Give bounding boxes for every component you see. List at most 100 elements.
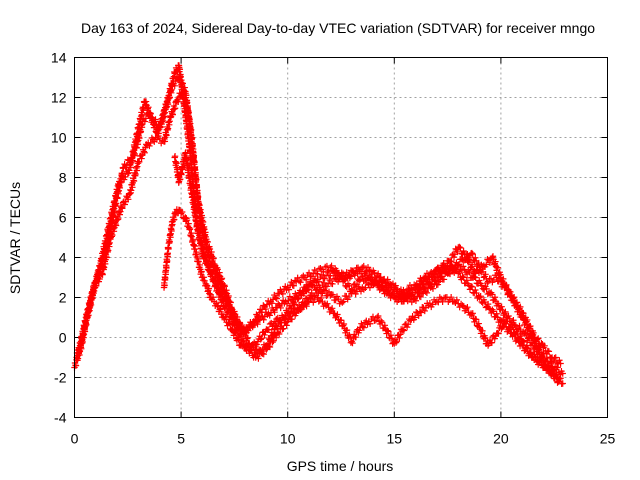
- data-point-interp: [269, 339, 276, 346]
- data-point-interp: [181, 84, 188, 91]
- data-point-interp: [469, 261, 476, 268]
- data-point-interp: [358, 273, 366, 281]
- data-point-interp: [403, 323, 411, 331]
- data-point-interp: [396, 334, 403, 342]
- data-point-interp: [221, 305, 228, 312]
- data-point-interp: [498, 303, 505, 310]
- data-point-interp: [244, 326, 252, 334]
- y-tick-label: 0: [59, 330, 67, 346]
- data-point-interp: [338, 317, 345, 324]
- data-point-interp: [121, 201, 129, 208]
- data-point-interp: [305, 286, 312, 293]
- data-point-interp: [136, 134, 143, 142]
- data-point-interp: [532, 353, 539, 360]
- data-point-interp: [392, 282, 399, 289]
- data-point-interp: [506, 324, 513, 332]
- data-point-interp: [265, 342, 273, 350]
- data-point-interp: [532, 343, 539, 350]
- plot-frame: [74, 57, 608, 418]
- data-point: [459, 302, 466, 309]
- data-point-interp: [152, 122, 159, 129]
- data-point-interp: [297, 306, 304, 314]
- data-point-interp: [525, 334, 533, 341]
- data-point: [497, 318, 505, 325]
- data-point-interp: [537, 357, 545, 364]
- data-point-interp: [400, 327, 408, 334]
- grid-lines: [74, 57, 608, 418]
- data-point: [493, 274, 500, 281]
- data-point-interp: [360, 324, 368, 331]
- data-point-interp: [434, 281, 442, 288]
- data-point-interp: [99, 271, 106, 278]
- data-point: [118, 204, 125, 211]
- data-point-interp: [464, 303, 471, 311]
- x-axis-label: GPS time / hours: [287, 458, 394, 474]
- data-point: [116, 178, 123, 185]
- data-point: [559, 370, 566, 377]
- data-point-interp: [260, 350, 267, 358]
- data-point: [433, 298, 441, 305]
- data-point-interp: [469, 310, 476, 317]
- y-tick-label: 8: [59, 170, 67, 186]
- data-point-interp: [501, 310, 508, 317]
- data-point-interp: [323, 283, 330, 290]
- data-point-interp: [178, 171, 185, 178]
- data-point-interp: [257, 347, 265, 354]
- data-point-interp: [200, 246, 208, 253]
- data-point-interp: [321, 275, 328, 282]
- data-point-interp: [191, 203, 198, 210]
- data-point-interp: [472, 286, 479, 294]
- data-point-interp: [206, 254, 214, 261]
- data-point-interp: [522, 319, 529, 327]
- data-point-interp: [339, 275, 346, 283]
- data-point-interp: [147, 110, 154, 117]
- data-point-interp: [280, 325, 287, 332]
- data-point-interp: [218, 296, 226, 303]
- data-point-interp: [178, 208, 186, 216]
- data-point-interp: [283, 322, 290, 329]
- data-point-interp: [191, 245, 199, 253]
- data-point-interp: [334, 278, 342, 285]
- data-point-interp: [426, 300, 434, 307]
- data-point-interp: [304, 298, 312, 305]
- y-tick-label: 14: [51, 50, 67, 66]
- data-point-interp: [311, 266, 318, 274]
- data-point-interp: [524, 335, 532, 342]
- data-point-interp: [405, 287, 413, 294]
- data-point-interp: [227, 313, 234, 320]
- data-point-interp: [275, 318, 283, 326]
- chart-title: Day 163 of 2024, Sidereal Day-to-day VTE…: [81, 20, 595, 36]
- x-tick-label: 0: [71, 431, 79, 447]
- data-point-interp: [243, 341, 251, 349]
- y-tick-label: 10: [51, 130, 67, 146]
- data-point-interp: [272, 294, 279, 301]
- data-point-interp: [526, 350, 533, 357]
- axis-ticks: 0 5 10 15 20 25 -4 -2 0 2 4 6 8 10 12 14: [51, 50, 616, 447]
- data-point-interp: [529, 331, 537, 339]
- data-point-interp: [216, 290, 224, 298]
- data-point-interp: [110, 205, 117, 212]
- data-point-interp: [296, 305, 303, 313]
- data-point-interp: [453, 296, 461, 304]
- data-point-interp: [195, 258, 202, 265]
- data-point-interp: [243, 329, 250, 336]
- data-point-interp: [170, 216, 178, 223]
- data-point-interp: [384, 327, 391, 334]
- data-point-interp: [486, 259, 494, 266]
- data-point-interp: [277, 317, 284, 324]
- data-point-interp: [179, 80, 187, 87]
- data-point-interp: [496, 275, 504, 282]
- data-point: [374, 314, 381, 321]
- data-point-interp: [422, 288, 429, 295]
- data-point-interp: [185, 166, 192, 174]
- data-point-interp: [220, 288, 227, 295]
- data-point-interp: [541, 342, 548, 349]
- data-point-interp: [186, 174, 193, 181]
- data-point-interp: [468, 283, 476, 291]
- data-point-interp: [482, 271, 489, 278]
- data-point-interp: [126, 167, 133, 174]
- data-point-interp: [260, 302, 267, 309]
- data-point-interp: [455, 261, 463, 268]
- data-point-interp: [467, 283, 475, 290]
- data-point-interp: [332, 275, 339, 282]
